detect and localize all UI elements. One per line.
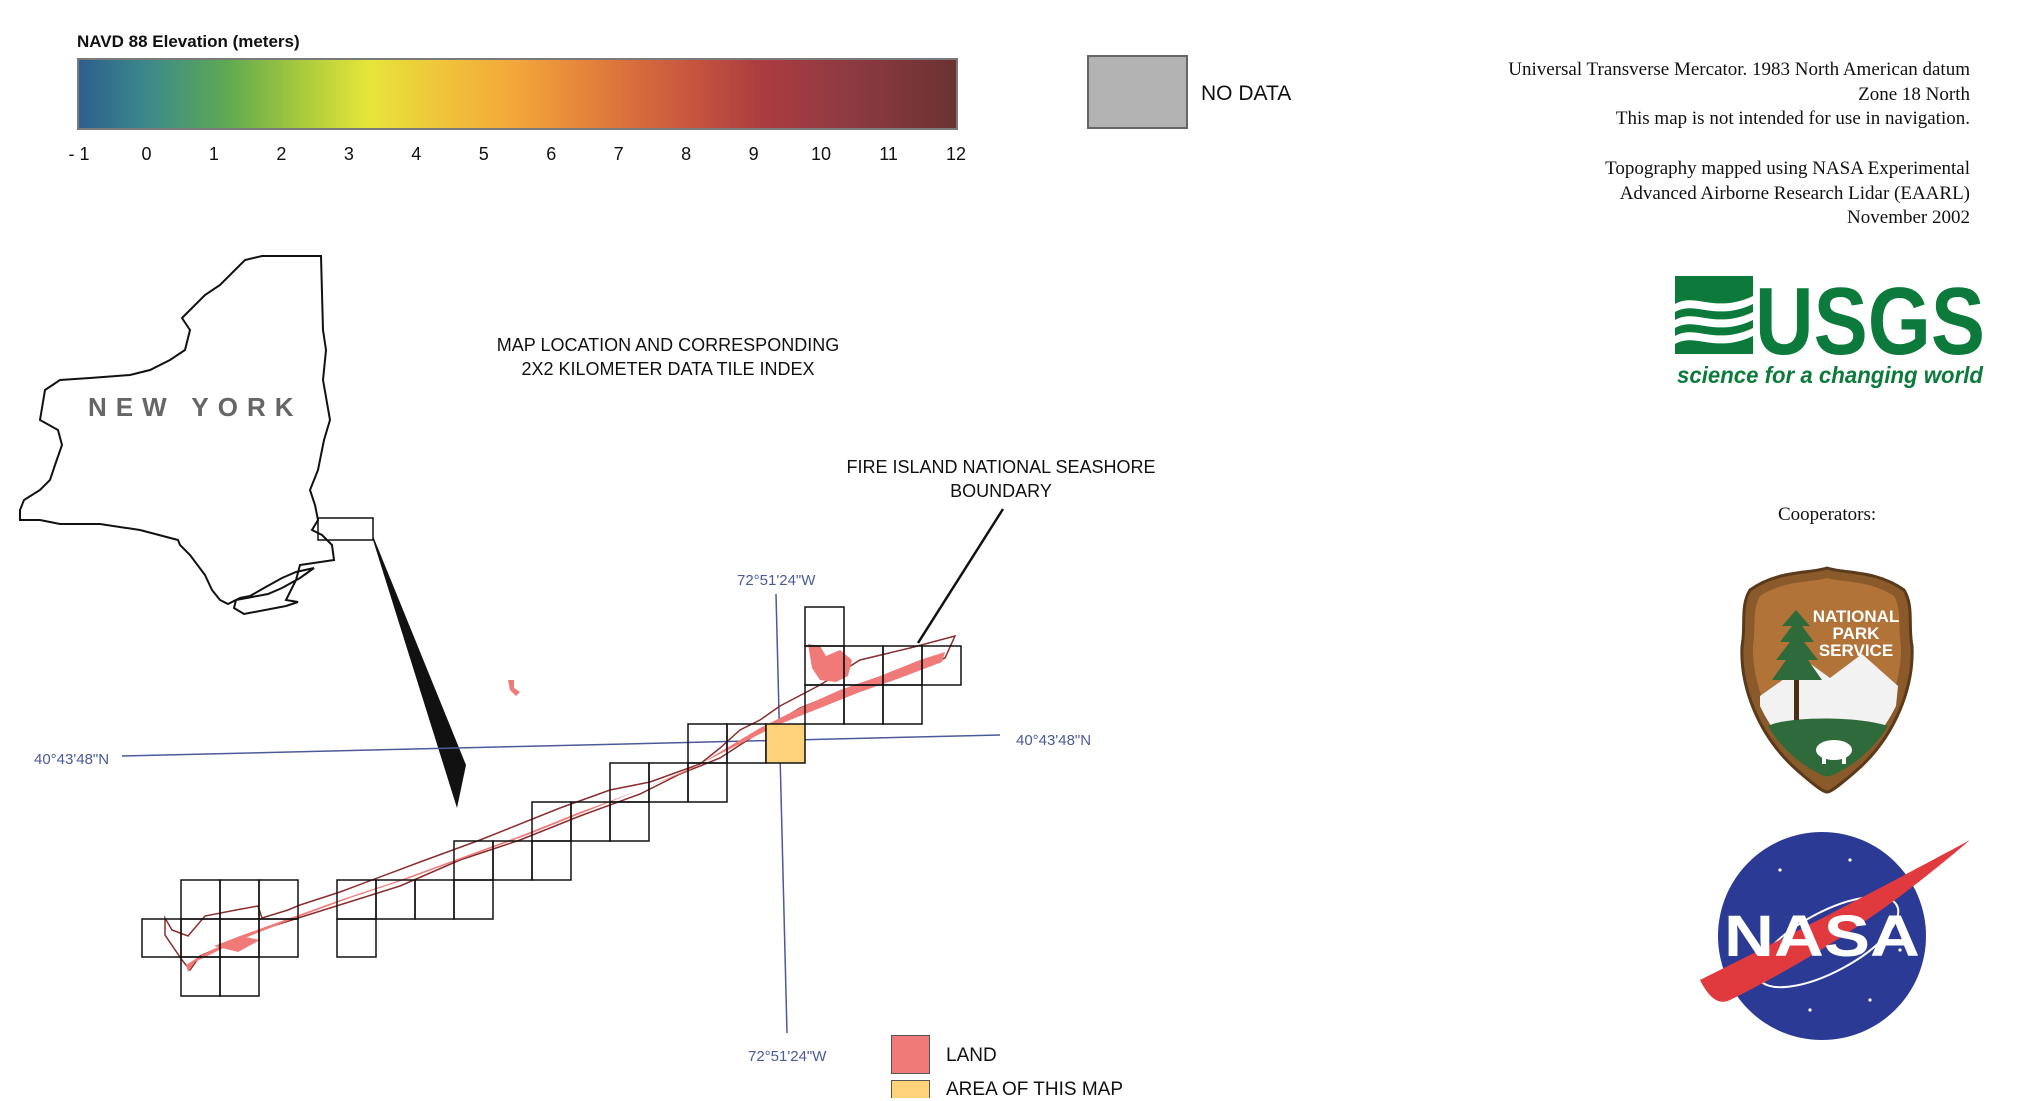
elevation-tick-label: 11 bbox=[879, 144, 898, 164]
tile bbox=[609, 801, 650, 842]
map-title-line-2: 2X2 KILOMETER DATA TILE INDEX bbox=[521, 359, 815, 379]
no-data-swatch bbox=[1087, 55, 1188, 129]
tile bbox=[180, 956, 221, 997]
longitude-label-bottom: 72°51'24"W bbox=[748, 1048, 827, 1065]
seashore-boundary-label: FIRE ISLAND NATIONAL SEASHORE BOUNDARY bbox=[846, 455, 1155, 503]
longitude-label-top: 72°51'24"W bbox=[737, 572, 816, 589]
nasa-logo: NASA bbox=[1700, 832, 1970, 1040]
topography-line-1: Topography mapped using NASA Experimenta… bbox=[1605, 158, 1970, 179]
tile bbox=[336, 918, 377, 958]
nps-line-2: PARK bbox=[1833, 624, 1881, 643]
tile bbox=[687, 762, 728, 803]
elevation-tick-label: 3 bbox=[343, 144, 354, 164]
area-of-map-tile bbox=[765, 723, 806, 764]
nasa-wordmark: NASA bbox=[1724, 904, 1920, 969]
topography-line-2: Advanced Airborne Research Lidar (EAARL) bbox=[1619, 182, 1970, 204]
tile bbox=[882, 684, 923, 725]
small-island bbox=[508, 680, 520, 696]
elevation-tick-label: 4 bbox=[411, 144, 422, 164]
latitude-label-left: 40°43'48"N bbox=[34, 751, 110, 768]
tile bbox=[921, 645, 962, 686]
usgs-tagline: science for a changing world bbox=[1677, 362, 1984, 388]
longitude-line bbox=[775, 593, 788, 1034]
elevation-tick-label: 7 bbox=[613, 144, 624, 164]
tile bbox=[414, 879, 455, 920]
tile bbox=[180, 879, 221, 920]
new-york-outline bbox=[19, 255, 336, 616]
land-patch bbox=[808, 644, 852, 682]
tile bbox=[219, 879, 260, 920]
land-label: LAND bbox=[946, 1045, 997, 1066]
latitude-line bbox=[121, 734, 1001, 757]
seashore-boundary-line-1: FIRE ISLAND NATIONAL SEASHORE bbox=[846, 457, 1156, 477]
cooperators-label: Cooperators: bbox=[1778, 504, 1877, 525]
elevation-tick-label: 2 bbox=[276, 144, 287, 164]
elevation-legend-title: NAVD 88 Elevation (meters) bbox=[77, 32, 300, 51]
projection-notes: Universal Transverse Mercator. 1983 Nort… bbox=[1508, 58, 1970, 132]
tile-index-grid bbox=[141, 606, 962, 997]
seashore-boundary bbox=[164, 634, 957, 972]
map-title: MAP LOCATION AND CORRESPONDING 2X2 KILOM… bbox=[497, 333, 839, 381]
elevation-tick-label: 1 bbox=[208, 144, 219, 164]
elevation-tick-label: 5 bbox=[478, 144, 489, 164]
tile bbox=[375, 879, 416, 920]
tile bbox=[531, 840, 572, 881]
elevation-color-ramp bbox=[77, 58, 958, 130]
tile bbox=[258, 918, 299, 958]
topography-line-3: November 2002 bbox=[1847, 207, 1970, 228]
elevation-tick-label: - 1 bbox=[68, 144, 90, 164]
land-patch-west bbox=[214, 936, 260, 952]
state-label: NEW YORK bbox=[88, 392, 303, 422]
elevation-tick-label: 12 bbox=[945, 144, 967, 164]
elevation-tick-label: 6 bbox=[546, 144, 557, 164]
usgs-logo: USGS science for a changing world bbox=[1675, 274, 1985, 388]
elevation-tick-label: 8 bbox=[681, 144, 692, 164]
tile bbox=[453, 879, 494, 920]
tile bbox=[219, 956, 260, 997]
land-swatch bbox=[891, 1035, 930, 1074]
tile bbox=[609, 762, 650, 803]
elevation-tick-label: 9 bbox=[748, 144, 759, 164]
locator-pointer bbox=[373, 536, 466, 808]
boundary-callout-line bbox=[916, 508, 1005, 644]
area-swatch bbox=[891, 1080, 930, 1098]
area-label: AREA OF THIS MAP bbox=[946, 1079, 1124, 1100]
tile bbox=[804, 606, 845, 647]
usgs-wordmark: USGS bbox=[1755, 274, 1985, 375]
elevation-tick-label: 10 bbox=[811, 144, 832, 164]
national-park-service-logo: NATIONAL PARK SERVICE bbox=[1740, 566, 1914, 794]
seashore-boundary-line-2: BOUNDARY bbox=[950, 481, 1052, 501]
tile bbox=[141, 918, 182, 958]
no-data-label: NO DATA bbox=[1201, 82, 1292, 105]
locator-box bbox=[317, 517, 374, 541]
tile bbox=[648, 762, 689, 803]
projection-line-3: This map is not intended for use in navi… bbox=[1615, 108, 1970, 129]
elevation-tick-label: 0 bbox=[141, 144, 152, 164]
topography-notes: Topography mapped using NASA Experimenta… bbox=[1605, 157, 1970, 231]
nps-line-3: SERVICE bbox=[1819, 641, 1893, 660]
projection-line-2: Zone 18 North bbox=[1858, 83, 1970, 105]
latitude-label-right: 40°43'48"N bbox=[1016, 732, 1092, 749]
projection-line-1: Universal Transverse Mercator. 1983 Nort… bbox=[1508, 59, 1970, 80]
land-barrier-island bbox=[186, 652, 945, 972]
nps-line-1: NATIONAL bbox=[1813, 607, 1900, 626]
map-title-line-1: MAP LOCATION AND CORRESPONDING bbox=[496, 335, 840, 355]
